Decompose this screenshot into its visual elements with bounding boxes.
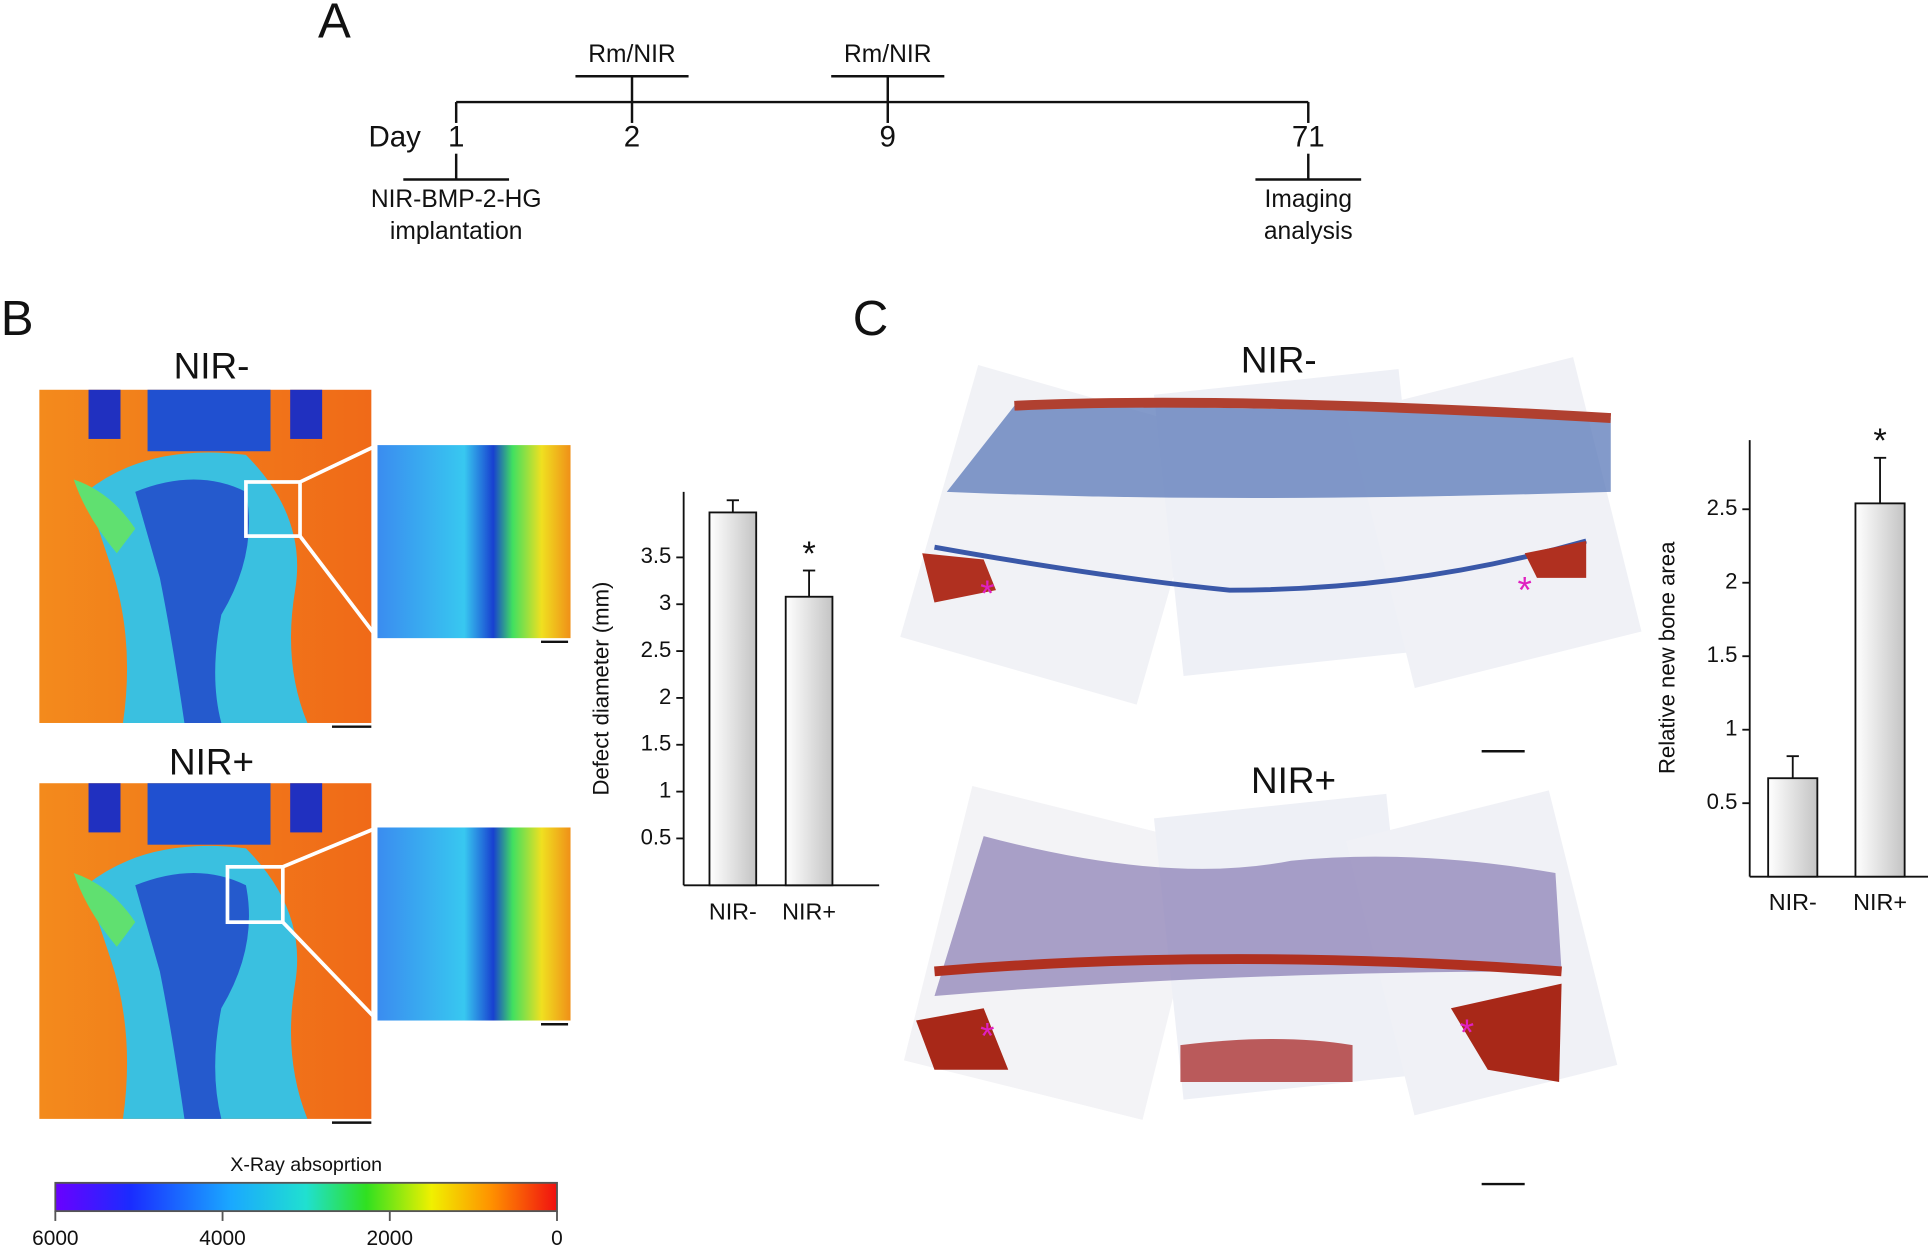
colorbar-tick-label: 0 [551,1227,563,1248]
histology-image [903,785,1618,1186]
y-tick-label: 1.5 [641,731,672,756]
bar [1854,502,1906,878]
day-number: 1 [448,121,464,154]
colorbar-label: X-Ray absoprtion [230,1154,382,1176]
histology-image [900,357,1642,753]
x-tick-label: NIR- [1769,889,1817,915]
marker: * [1460,1012,1474,1053]
image-title: NIR- [1241,339,1317,380]
colorbar-tick-label: 2000 [367,1227,413,1248]
event-label: implantation [390,218,523,245]
bar-chart: 0.5 1 1.5 2 2.5 Relative new bone area * NIR- NI… [1654,422,1928,915]
y-tick-label: 3 [659,590,671,615]
day-label: Day [368,121,421,154]
y-tick-label: 2.5 [641,637,672,662]
marker: * [1518,569,1532,610]
colorbar [54,1181,558,1221]
y-tick-label: 1 [1725,716,1737,741]
y-tick-label: 2 [659,684,671,709]
significance: * [802,535,815,573]
image-title: NIR- [174,346,250,387]
marker: * [980,573,994,614]
y-tick-label: 0.5 [1707,789,1738,814]
image-title: NIR+ [169,742,254,783]
y-tick-label: 3.5 [641,543,672,568]
bar [708,511,758,887]
day-number: 9 [880,121,896,154]
event-label: analysis [1264,218,1353,245]
panel-label: A [318,0,351,49]
bar [784,595,834,887]
marker: * [980,1016,994,1057]
bar [1767,777,1819,878]
xray-image [39,389,571,728]
colorbar-tick-label: 6000 [32,1227,78,1248]
event-label: NIR-BMP-2-HG [371,186,542,213]
y-tick-label: 2.5 [1707,495,1738,520]
panel-label: B [1,291,34,346]
day-number: 2 [624,121,640,154]
y-axis-label: Defect diameter (mm) [588,582,613,796]
y-tick-label: 1.5 [1707,642,1738,667]
event-label: Rm/NIR [844,41,931,68]
x-tick-label: NIR- [709,899,757,925]
y-tick-label: 2 [1725,569,1737,594]
xray-image [39,783,571,1124]
y-tick-label: 0.5 [641,824,672,849]
event-label: Imaging [1265,186,1352,213]
panel-label: C [853,291,889,346]
bar-chart: 0.5 1 1.5 2 2.5 3 3.5 Defect diameter (mm) * NIR-… [588,491,880,925]
x-tick-label: NIR+ [782,899,836,925]
image-title: NIR+ [1251,760,1336,801]
day-number: 71 [1292,121,1325,154]
colorbar-tick-label: 4000 [199,1227,245,1248]
significance: * [1873,422,1886,460]
x-tick-label: NIR+ [1853,889,1907,915]
y-axis-label: Relative new bone area [1654,541,1679,774]
y-tick-label: 1 [659,777,671,802]
event-label: Rm/NIR [588,41,675,68]
